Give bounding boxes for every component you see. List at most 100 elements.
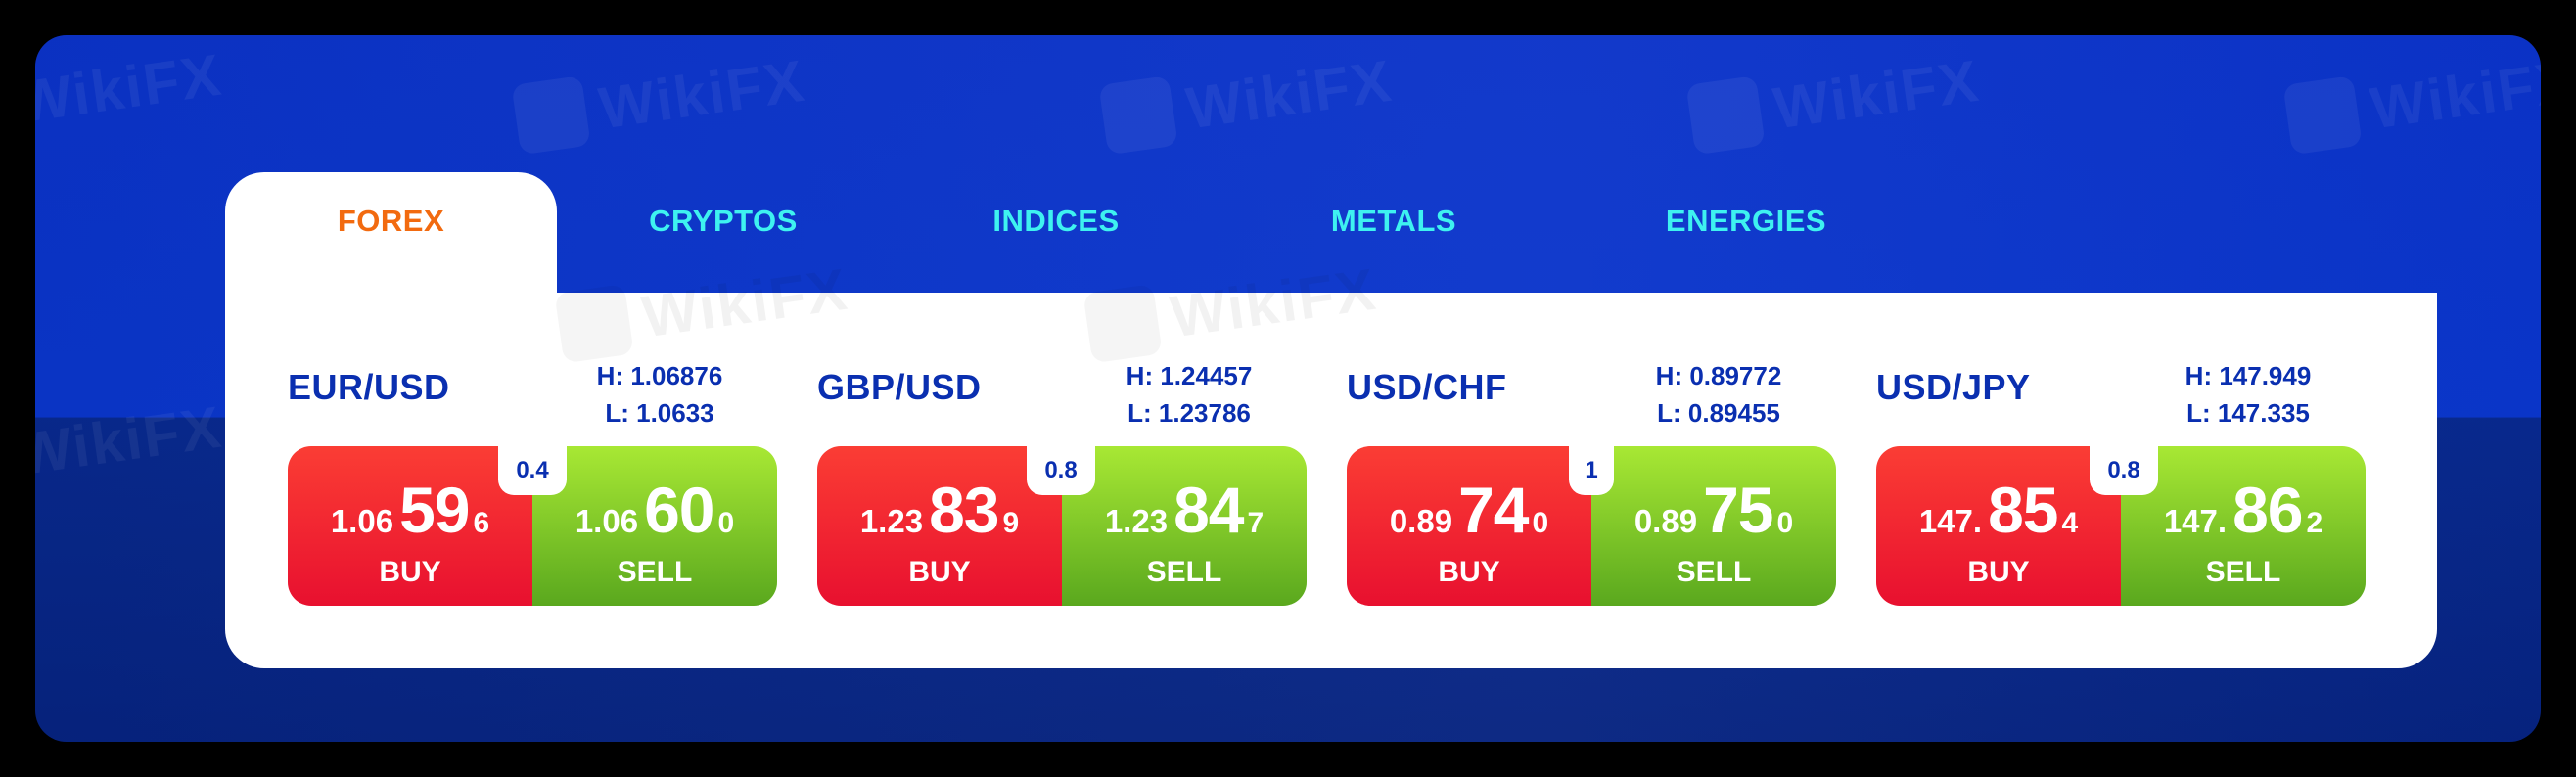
high-value: H: 147.949: [2185, 361, 2312, 390]
price-big-digits: 83: [929, 474, 999, 546]
tab-energies[interactable]: ENERGIES: [1565, 172, 1927, 294]
tab-label: CRYPTOS: [649, 204, 798, 238]
buy-button[interactable]: 0.89 74 0 BUY: [1347, 446, 1591, 606]
buy-button[interactable]: 1.23 83 9 BUY: [817, 446, 1062, 606]
price-pip: 2: [2306, 507, 2323, 539]
quotes-panel: EUR/USD H: 1.06876 L: 1.0633 1.06 59 6 B…: [225, 255, 2437, 668]
high-low: H: 0.89772 L: 0.89455: [1640, 357, 1797, 432]
low-value: L: 0.89455: [1657, 398, 1780, 428]
quote-card-usdjpy: USD/JPY H: 147.949 L: 147.335 147. 85 4 …: [1876, 293, 2366, 668]
price-prefix: 0.89: [1389, 503, 1453, 539]
spread-badge: 0.8: [1027, 446, 1095, 495]
market-widget-frame: WikiFX WikiFX WikiFX WikiFX WikiFX WikiF…: [35, 35, 2541, 742]
sell-button[interactable]: 1.23 84 7 SELL: [1062, 446, 1307, 606]
price-prefix: 147.: [1918, 503, 1983, 539]
pair-name: USD/JPY: [1876, 367, 2031, 407]
sell-label: SELL: [1676, 556, 1752, 588]
tab-label: ENERGIES: [1665, 204, 1827, 238]
quote-card-gbpusd: GBP/USD H: 1.24457 L: 1.23786 1.23 83 9 …: [817, 293, 1307, 668]
watermark-text: WikiFX: [594, 47, 809, 141]
price-pip: 0: [717, 507, 735, 539]
buy-button[interactable]: 147. 85 4 BUY: [1876, 446, 2121, 606]
watermark-text: WikiFX: [1769, 47, 1984, 141]
buy-price: 147. 85 4: [1919, 478, 2078, 542]
watermark: WikiFX: [511, 45, 809, 156]
high-low: H: 147.949 L: 147.335: [2170, 357, 2326, 432]
watermark: WikiFX: [35, 41, 226, 137]
sell-price: 0.89 75 0: [1634, 478, 1793, 542]
trade-buttons: 0.89 74 0 BUY 0.89 75 0 SELL: [1347, 446, 1836, 606]
spread-badge: 0.4: [498, 446, 567, 495]
sell-label: SELL: [1146, 556, 1222, 588]
wikifx-logo-icon: [1685, 75, 1766, 156]
sell-button[interactable]: 0.89 75 0 SELL: [1591, 446, 1836, 606]
quote-card-eurusd: EUR/USD H: 1.06876 L: 1.0633 1.06 59 6 B…: [288, 293, 777, 668]
sell-price: 1.23 84 7: [1105, 478, 1264, 542]
quote-card-usdchf: USD/CHF H: 0.89772 L: 0.89455 0.89 74 0 …: [1347, 293, 1836, 668]
pair-name: EUR/USD: [288, 367, 450, 407]
price-big-digits: 85: [1988, 474, 2058, 546]
buy-button[interactable]: 1.06 59 6 BUY: [288, 446, 532, 606]
low-value: L: 1.23786: [1127, 398, 1251, 428]
price-pip: 9: [1002, 507, 1020, 539]
price-pip: 4: [2061, 507, 2079, 539]
buy-label: BUY: [379, 556, 441, 588]
sell-label: SELL: [2205, 556, 2281, 588]
sell-label: SELL: [617, 556, 693, 588]
wikifx-logo-icon: [511, 75, 591, 156]
low-value: L: 147.335: [2186, 398, 2310, 428]
watermark: WikiFX: [2282, 45, 2541, 156]
tab-indices[interactable]: INDICES: [890, 172, 1222, 294]
high-low: H: 1.24457 L: 1.23786: [1111, 357, 1267, 432]
price-prefix: 1.23: [1104, 503, 1169, 539]
high-value: H: 0.89772: [1655, 361, 1782, 390]
watermark-text: WikiFX: [1181, 47, 1397, 141]
pair-name: USD/CHF: [1347, 367, 1507, 407]
watermark: WikiFX: [1685, 45, 1984, 156]
watermark-text: WikiFX: [35, 393, 227, 488]
price-pip: 0: [1532, 507, 1549, 539]
price-big-digits: 74: [1458, 474, 1529, 546]
price-big-digits: 84: [1173, 474, 1244, 546]
pair-name: GBP/USD: [817, 367, 982, 407]
price-pip: 6: [473, 507, 490, 539]
price-prefix: 0.89: [1633, 503, 1698, 539]
buy-label: BUY: [1967, 556, 2030, 588]
tab-forex[interactable]: FOREX: [225, 172, 557, 294]
price-big-digits: 59: [399, 474, 470, 546]
price-big-digits: 60: [644, 474, 714, 546]
sell-price: 147. 86 2: [2164, 478, 2323, 542]
tab-label: METALS: [1330, 204, 1457, 238]
low-value: L: 1.0633: [605, 398, 714, 428]
trade-buttons: 1.06 59 6 BUY 1.06 60 0 SELL: [288, 446, 777, 606]
sell-button[interactable]: 1.06 60 0 SELL: [532, 446, 777, 606]
buy-price: 1.23 83 9: [860, 478, 1019, 542]
wikifx-logo-icon: [1098, 75, 1178, 156]
trade-buttons: 147. 85 4 BUY 147. 86 2 SELL: [1876, 446, 2366, 606]
price-pip: 7: [1247, 507, 1265, 539]
sell-button[interactable]: 147. 86 2 SELL: [2121, 446, 2366, 606]
high-low: H: 1.06876 L: 1.0633: [581, 357, 738, 432]
price-big-digits: 86: [2232, 474, 2303, 546]
tab-metals[interactable]: METALS: [1222, 172, 1565, 294]
watermark-text: WikiFX: [35, 41, 227, 136]
watermark: WikiFX: [35, 393, 226, 489]
price-pip: 0: [1776, 507, 1794, 539]
buy-label: BUY: [1438, 556, 1500, 588]
price-prefix: 147.: [2163, 503, 2228, 539]
high-value: H: 1.24457: [1126, 361, 1253, 390]
watermark: WikiFX: [1098, 45, 1397, 156]
spread-badge: 1: [1569, 446, 1614, 495]
market-tabs: FOREX CRYPTOS INDICES METALS ENERGIES: [225, 172, 2437, 294]
buy-price: 1.06 59 6: [331, 478, 489, 542]
price-big-digits: 75: [1703, 474, 1773, 546]
price-prefix: 1.06: [330, 503, 394, 539]
sell-price: 1.06 60 0: [575, 478, 734, 542]
price-prefix: 1.06: [575, 503, 639, 539]
watermark-text: WikiFX: [2366, 47, 2541, 141]
high-value: H: 1.06876: [596, 361, 723, 390]
buy-label: BUY: [908, 556, 971, 588]
tab-label: FOREX: [337, 204, 445, 238]
spread-badge: 0.8: [2090, 446, 2158, 495]
tab-cryptos[interactable]: CRYPTOS: [557, 172, 890, 294]
